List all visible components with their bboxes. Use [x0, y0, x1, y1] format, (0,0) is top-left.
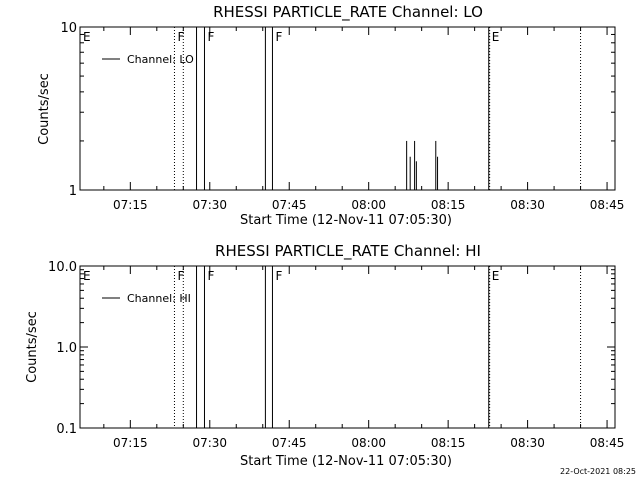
- hi-flag-label: E: [492, 269, 500, 283]
- lo-y-tick-label: 1: [69, 184, 77, 199]
- lo-chart-title: RHESSI PARTICLE_RATE Channel: LO: [213, 3, 483, 22]
- hi-x-axis-label: Start Time (12-Nov-11 07:05:30): [240, 454, 452, 469]
- lo-x-tick-label: 08:00: [351, 198, 386, 212]
- lo-channel-panel: RHESSI PARTICLE_RATE Channel: LO Counts/…: [37, 3, 624, 228]
- hi-y-axis-label: Counts/sec: [25, 311, 40, 383]
- hi-x-tick-label: 07:30: [192, 436, 227, 450]
- hi-flag-label: F: [177, 269, 184, 283]
- hi-chart-title: RHESSI PARTICLE_RATE Channel: HI: [215, 242, 481, 261]
- lo-x-tick-label: 07:15: [113, 198, 148, 212]
- lo-flag-label: E: [83, 30, 91, 44]
- lo-x-tick-label: 07:30: [192, 198, 227, 212]
- footer-timestamp: 22-Oct-2021 08:25: [560, 467, 636, 476]
- hi-x-tick-label: 08:30: [510, 436, 545, 450]
- hi-x-tick-label: 07:45: [272, 436, 307, 450]
- lo-flag-label: F: [275, 30, 282, 44]
- lo-y-axis-label: Counts/sec: [37, 73, 52, 145]
- hi-legend-label: Channel: HI: [127, 292, 191, 305]
- hi-y-tick-label: 0.1: [56, 422, 77, 437]
- hi-x-tick-label: 07:15: [113, 436, 148, 450]
- hi-channel-panel: RHESSI PARTICLE_RATE Channel: HI Counts/…: [25, 242, 624, 469]
- hi-x-tick-label: 08:00: [351, 436, 386, 450]
- lo-flag-label: F: [177, 30, 184, 44]
- lo-x-tick-label: 08:30: [510, 198, 545, 212]
- hi-flag-label: E: [83, 269, 91, 283]
- hi-flag-label: F: [207, 269, 214, 283]
- lo-flag-label: E: [492, 30, 500, 44]
- hi-x-tick-label: 08:45: [590, 436, 625, 450]
- hi-y-tick-label: 10.0: [48, 260, 77, 275]
- lo-legend-label: Channel: LO: [127, 53, 194, 66]
- lo-y-tick-label: 10: [60, 21, 77, 36]
- lo-x-axis-label: Start Time (12-Nov-11 07:05:30): [240, 213, 452, 228]
- lo-x-tick-label: 08:15: [431, 198, 466, 212]
- lo-plot-frame: [79, 26, 616, 191]
- hi-legend: Channel: HI: [102, 292, 191, 305]
- lo-x-tick-label: 08:45: [590, 198, 625, 212]
- hi-x-tick-label: 08:15: [431, 436, 466, 450]
- lo-legend: Channel: LO: [102, 53, 194, 66]
- lo-flag-label: F: [207, 30, 214, 44]
- hi-flag-label: F: [275, 269, 282, 283]
- lo-x-tick-label: 07:45: [272, 198, 307, 212]
- hi-plot-frame: [79, 265, 616, 429]
- hi-y-tick-label: 1.0: [56, 341, 77, 356]
